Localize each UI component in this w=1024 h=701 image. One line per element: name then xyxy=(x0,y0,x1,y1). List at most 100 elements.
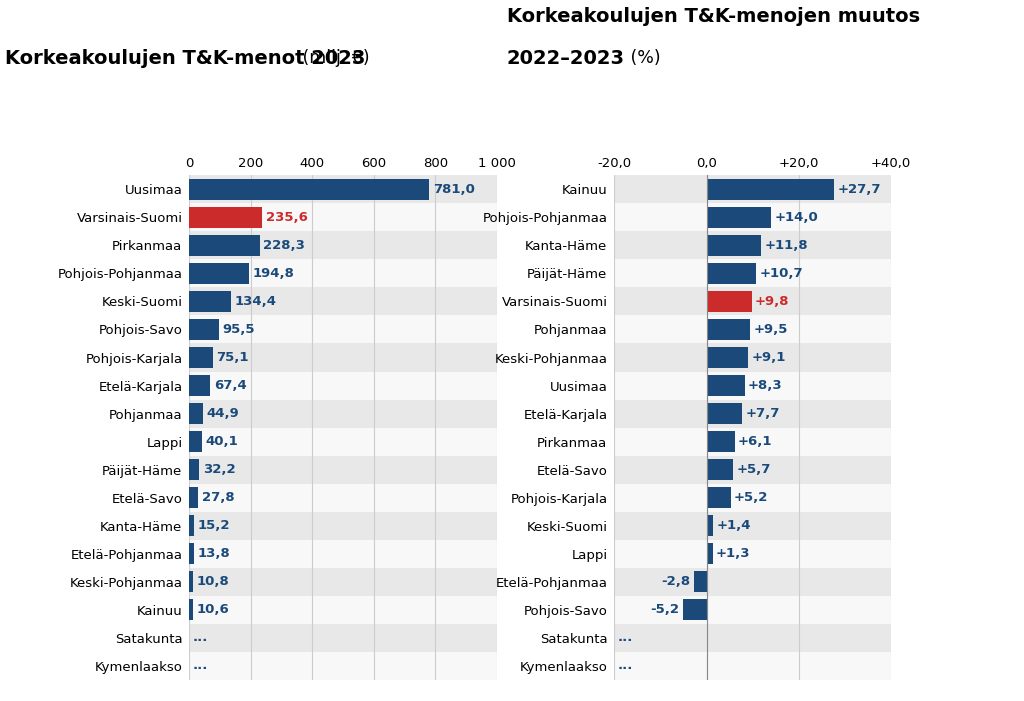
Bar xyxy=(707,543,713,564)
Bar xyxy=(707,487,730,508)
Bar xyxy=(693,571,707,592)
Text: +6,1: +6,1 xyxy=(738,435,772,448)
Bar xyxy=(189,231,497,259)
Bar xyxy=(189,175,497,203)
Text: +1,4: +1,4 xyxy=(717,519,751,532)
Text: 2022–2023: 2022–2023 xyxy=(507,49,625,68)
Bar xyxy=(189,291,230,312)
Text: 10,6: 10,6 xyxy=(197,604,229,616)
Text: +8,3: +8,3 xyxy=(749,379,782,392)
Text: 13,8: 13,8 xyxy=(198,547,230,560)
Text: +9,5: +9,5 xyxy=(754,323,788,336)
Text: 27,8: 27,8 xyxy=(202,491,234,504)
Bar xyxy=(189,403,203,424)
Bar xyxy=(189,459,200,480)
Bar xyxy=(614,287,891,315)
Bar xyxy=(614,456,891,484)
Bar xyxy=(614,231,891,259)
Bar xyxy=(189,484,497,512)
Text: 194,8: 194,8 xyxy=(253,267,295,280)
Bar xyxy=(614,540,891,568)
Bar xyxy=(707,207,771,228)
Bar xyxy=(189,599,193,620)
Text: +5,2: +5,2 xyxy=(734,491,768,504)
Bar xyxy=(614,428,891,456)
Bar xyxy=(189,203,497,231)
Text: +9,1: +9,1 xyxy=(752,351,786,364)
Bar xyxy=(189,319,219,340)
Bar xyxy=(707,347,749,368)
Text: ...: ... xyxy=(617,632,633,644)
Bar xyxy=(189,540,497,568)
Text: 15,2: 15,2 xyxy=(198,519,230,532)
Bar xyxy=(189,428,497,456)
Bar xyxy=(189,179,429,200)
Bar xyxy=(707,403,742,424)
Text: +14,0: +14,0 xyxy=(774,211,818,224)
Text: +1,3: +1,3 xyxy=(716,547,751,560)
Bar xyxy=(189,372,497,400)
Text: 32,2: 32,2 xyxy=(203,463,236,476)
Bar xyxy=(189,259,497,287)
Text: 95,5: 95,5 xyxy=(222,323,255,336)
Bar xyxy=(707,515,713,536)
Bar xyxy=(707,459,733,480)
Text: ...: ... xyxy=(193,632,208,644)
Text: ...: ... xyxy=(617,660,633,672)
Bar xyxy=(614,652,891,680)
Bar xyxy=(614,596,891,624)
Bar xyxy=(614,203,891,231)
Bar xyxy=(189,596,497,624)
Bar xyxy=(189,568,497,596)
Bar xyxy=(707,291,752,312)
Text: 10,8: 10,8 xyxy=(197,576,229,588)
Text: +5,7: +5,7 xyxy=(736,463,770,476)
Bar xyxy=(189,456,497,484)
Bar xyxy=(614,372,891,400)
Text: Korkeakoulujen T&K-menot 2023: Korkeakoulujen T&K-menot 2023 xyxy=(5,49,366,68)
Bar xyxy=(189,375,210,396)
Text: 44,9: 44,9 xyxy=(207,407,240,420)
Bar xyxy=(189,512,497,540)
Bar xyxy=(189,263,249,284)
Bar xyxy=(614,512,891,540)
Text: +27,7: +27,7 xyxy=(838,183,881,196)
Bar xyxy=(189,315,497,343)
Bar xyxy=(614,568,891,596)
Text: -2,8: -2,8 xyxy=(662,576,690,588)
Bar xyxy=(614,484,891,512)
Text: -5,2: -5,2 xyxy=(650,604,679,616)
Text: 228,3: 228,3 xyxy=(263,239,305,252)
Text: (%): (%) xyxy=(625,49,660,67)
Text: 40,1: 40,1 xyxy=(206,435,239,448)
Text: 235,6: 235,6 xyxy=(265,211,307,224)
Text: +7,7: +7,7 xyxy=(745,407,779,420)
Bar xyxy=(614,400,891,428)
Text: Korkeakoulujen T&K-menojen muutos: Korkeakoulujen T&K-menojen muutos xyxy=(507,7,920,26)
Text: 75,1: 75,1 xyxy=(216,351,249,364)
Bar xyxy=(189,624,497,652)
Text: 67,4: 67,4 xyxy=(214,379,247,392)
Text: (milj. €): (milj. €) xyxy=(297,49,370,67)
Text: ...: ... xyxy=(193,660,208,672)
Text: +10,7: +10,7 xyxy=(759,267,803,280)
Bar xyxy=(189,287,497,315)
Bar xyxy=(614,259,891,287)
Bar xyxy=(707,263,756,284)
Bar xyxy=(189,431,202,452)
Bar xyxy=(189,343,497,372)
Bar xyxy=(189,652,497,680)
Bar xyxy=(707,375,744,396)
Text: 134,4: 134,4 xyxy=(234,295,276,308)
Text: +11,8: +11,8 xyxy=(764,239,808,252)
Bar xyxy=(707,319,751,340)
Bar xyxy=(189,571,193,592)
Bar xyxy=(189,487,198,508)
Bar xyxy=(683,599,707,620)
Bar xyxy=(614,343,891,372)
Bar xyxy=(707,179,835,200)
Bar xyxy=(707,235,761,256)
Bar xyxy=(614,624,891,652)
Bar xyxy=(614,315,891,343)
Bar xyxy=(614,175,891,203)
